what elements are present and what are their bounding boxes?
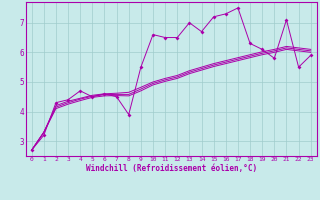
X-axis label: Windchill (Refroidissement éolien,°C): Windchill (Refroidissement éolien,°C)	[86, 164, 257, 173]
